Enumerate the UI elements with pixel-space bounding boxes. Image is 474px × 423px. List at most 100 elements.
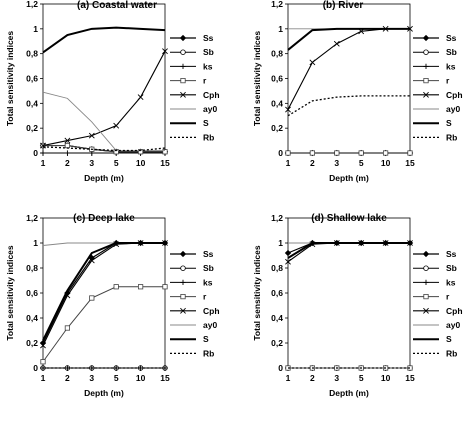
- series-sb: [40, 142, 168, 155]
- legend-label: Ss: [203, 33, 214, 43]
- chart-panel-2: (b) River 0 0,2 0,4 0,6 0,8 1 1,2 1 2 3 5 10 15 Depth …: [252, 0, 463, 183]
- y-tick-label: 1: [33, 238, 38, 248]
- x-axis-label: Depth (m): [84, 173, 124, 183]
- y-tick-label: 1: [278, 238, 283, 248]
- series-s: [42, 242, 165, 341]
- legend-marker: [180, 78, 186, 84]
- y-axis-label: Total sensitivity indices: [5, 245, 15, 341]
- y-tick-label: 0,4: [26, 98, 38, 108]
- y-axis-label: Total sensitivity indices: [252, 31, 262, 127]
- legend: Ss Sb ks r Cph ay0 S Rb: [413, 249, 463, 358]
- legend-marker: [179, 34, 187, 42]
- legend-label: r: [446, 76, 450, 86]
- chart-panel-4: (d) Shallow lake 0 0,2 0,4 0,6 0,8 1 1,2 1 2 3 5 10 1…: [252, 213, 463, 398]
- y-tick-label: 0,6: [26, 288, 38, 298]
- y-tick-label: 0,8: [271, 49, 283, 59]
- legend-label: ks: [446, 61, 456, 71]
- series-line-cph: [42, 242, 165, 346]
- series-r: [40, 284, 168, 365]
- data-point: [40, 150, 46, 156]
- series-cph: [40, 48, 168, 149]
- y-tick-label: 0,6: [26, 74, 38, 84]
- y-tick-label: 0,6: [271, 74, 283, 84]
- x-tick-label: 3: [89, 158, 94, 168]
- data-point: [162, 48, 168, 55]
- data-point: [284, 249, 292, 257]
- data-point: [64, 150, 70, 156]
- legend-marker: [422, 34, 430, 42]
- data-point: [137, 284, 144, 290]
- x-tick-label: 2: [310, 158, 315, 168]
- x-tick-label: 10: [381, 158, 391, 168]
- legend-label: S: [446, 334, 452, 344]
- y-tick-label: 1,2: [26, 213, 38, 223]
- legend-label: Cph: [203, 90, 220, 100]
- series-line-s: [42, 242, 165, 341]
- y-tick-label: 1,2: [26, 0, 38, 9]
- y-tick-label: 0: [33, 148, 38, 158]
- series-line-s: [287, 27, 410, 51]
- legend-marker: [423, 293, 429, 300]
- x-tick-label: 5: [114, 373, 119, 383]
- chart-title: (d) Shallow lake: [311, 213, 387, 224]
- x-axis-label: Depth (m): [329, 173, 369, 183]
- series-line-rb: [287, 95, 410, 117]
- legend-label: Ss: [446, 33, 457, 43]
- data-point: [309, 59, 316, 66]
- data-point: [334, 150, 340, 156]
- series-cph: [40, 240, 168, 349]
- legend-label: r: [203, 292, 207, 302]
- legend-label: ay0: [446, 320, 460, 330]
- legend-label: ay0: [203, 320, 217, 330]
- legend-marker: [180, 307, 186, 314]
- chart-panel-3: (c) Deep lake 0 0,2 0,4 0,6 0,8 1 1,2 1 2 3 5 10 15 De…: [5, 213, 220, 398]
- data-point: [64, 325, 70, 331]
- legend-marker: [423, 265, 429, 271]
- data-point: [64, 142, 70, 149]
- data-point: [113, 122, 120, 129]
- y-tick-label: 0,2: [26, 338, 38, 348]
- data-point: [309, 150, 316, 156]
- legend-marker: [180, 63, 186, 69]
- legend-label: ay0: [446, 104, 460, 114]
- x-tick-label: 15: [160, 158, 170, 168]
- series-line-r: [42, 286, 165, 363]
- legend-marker: [423, 49, 429, 55]
- y-tick-label: 0,6: [271, 288, 283, 298]
- legend-label: r: [446, 292, 450, 302]
- legend-marker: [422, 250, 430, 258]
- legend-label: Ss: [203, 249, 214, 259]
- x-tick-label: 2: [65, 373, 70, 383]
- y-tick-label: 1,2: [271, 0, 283, 9]
- data-point: [40, 359, 46, 365]
- y-tick-label: 0,8: [26, 49, 38, 59]
- data-point: [113, 284, 119, 290]
- legend-label: Rb: [203, 348, 214, 358]
- plot-frame: [42, 217, 166, 369]
- chart-title: (c) Deep lake: [73, 213, 135, 224]
- data-point: [285, 106, 291, 113]
- y-tick-label: 0,2: [271, 338, 283, 348]
- data-point: [162, 284, 168, 290]
- legend-label: Sb: [203, 47, 214, 57]
- chart-panel-1: (a) Coastal water 0 0,2 0,4 0,6 0,8 1 1,2 1 2 3 5 10…: [5, 0, 220, 183]
- legend-label: S: [203, 334, 209, 344]
- y-tick-label: 0,4: [26, 313, 38, 323]
- chart-title: (a) Coastal water: [77, 0, 157, 11]
- y-tick-label: 0,4: [271, 98, 283, 108]
- data-point: [285, 258, 291, 265]
- legend-label: ks: [446, 277, 456, 287]
- legend-marker: [180, 49, 186, 55]
- x-tick-label: 1: [41, 158, 46, 168]
- y-tick-label: 0: [278, 148, 283, 158]
- series-line-s: [42, 26, 166, 54]
- y-tick-label: 1,2: [271, 213, 283, 223]
- data-point: [382, 150, 389, 156]
- y-tick-label: 0,8: [26, 263, 38, 273]
- data-point: [333, 40, 340, 47]
- x-tick-label: 2: [65, 158, 70, 168]
- series-r: [40, 142, 168, 155]
- x-tick-label: 5: [359, 158, 364, 168]
- legend-marker: [179, 250, 187, 258]
